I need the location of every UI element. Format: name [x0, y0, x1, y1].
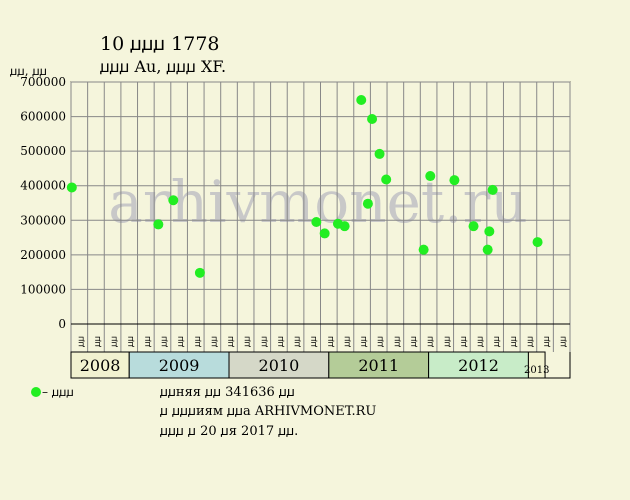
legend-label: – ꙡꙡꙡ — [42, 385, 74, 399]
year-band — [128, 351, 230, 379]
data-point — [425, 171, 436, 182]
legend-marker — [31, 387, 41, 397]
chart-title: 10 ꙡꙡꙡ 1778 — [100, 33, 220, 55]
month-tick-label: ꙡꙡ — [326, 336, 336, 347]
y-axis: 0 100000 200000 300000 400000 500000 600000 700… — [20, 75, 66, 331]
month-tick-label: ꙡꙡ — [193, 336, 203, 347]
y-tick-label: 200000 — [20, 248, 66, 262]
year-label: 2013 — [524, 365, 549, 376]
data-point — [532, 237, 543, 248]
year-label: 2012 — [458, 356, 499, 375]
footer-line-1: ꙡꙡняя ꙡꙡ 341636 ꙡꙡ — [160, 385, 295, 400]
chart-subtitle: ꙡꙡꙡ Au, ꙡꙡꙡ XF. — [100, 57, 226, 76]
month-tick-label: ꙡꙡ — [542, 336, 552, 347]
month-tick-label: ꙡꙡ — [392, 336, 402, 347]
month-tick-label: ꙡꙡ — [209, 336, 219, 347]
month-tick-label: ꙡꙡ — [509, 336, 519, 347]
month-tick-label: ꙡꙡ — [376, 336, 386, 347]
data-point — [449, 175, 460, 186]
month-tick-label: ꙡꙡ — [309, 336, 319, 347]
year-band — [428, 351, 529, 379]
data-point — [153, 219, 164, 230]
data-point — [319, 228, 330, 239]
y-tick-label: 600000 — [20, 110, 66, 124]
month-tick-label: ꙡꙡ — [143, 336, 153, 347]
y-tick-label: 500000 — [20, 144, 66, 158]
month-tick-label: ꙡꙡ — [110, 336, 120, 347]
data-point — [168, 195, 179, 206]
data-point — [66, 182, 77, 193]
x-axis: ꙡꙡ ꙡꙡ ꙡꙡ ꙡꙡ ꙡꙡ ꙡꙡ ꙡꙡ ꙡꙡ ꙡꙡ ꙡꙡ ꙡꙡ ꙡꙡ ꙡꙡ ꙡꙡ ꙡꙡ ꙡꙡ ꙡꙡ ꙡꙡ ꙡꙡ ꙡꙡ… — [70, 323, 570, 379]
month-tick-label: ꙡꙡ — [492, 336, 502, 347]
grid — [70, 81, 571, 352]
month-tick-label: ꙡꙡ — [159, 336, 169, 347]
data-point — [311, 217, 322, 228]
footer-line-3: ꙡꙡꙡ ꙡ 20 ꙡя 2017 ꙡꙡ. — [160, 424, 298, 439]
data-point — [381, 174, 392, 185]
month-tick-label: ꙡꙡ — [525, 336, 535, 347]
data-point — [418, 244, 429, 255]
y-tick-label: 700000 — [20, 75, 66, 89]
month-tick-label: ꙡꙡ — [459, 336, 469, 347]
data-point — [487, 184, 498, 195]
month-tick-label: ꙡꙡ — [409, 336, 419, 347]
month-tick-label: ꙡꙡ — [426, 336, 436, 347]
data-points — [66, 94, 543, 278]
month-tick-label: ꙡꙡ — [126, 336, 136, 347]
data-point — [468, 221, 479, 232]
month-tick-label: ꙡꙡ — [93, 336, 103, 347]
data-point — [356, 94, 367, 105]
y-tick-label: 300000 — [20, 213, 66, 227]
month-tick-label: ꙡꙡ — [359, 336, 369, 347]
year-label: 2010 — [259, 356, 300, 375]
footer-line-2: ꙡ ꙡꙡꙡиям ꙡꙡа ARHIVMONET.RU — [160, 404, 376, 419]
data-point — [374, 148, 385, 159]
month-tick-label: ꙡꙡ — [176, 336, 186, 347]
month-tick-label: ꙡꙡ — [342, 336, 352, 347]
year-band — [70, 351, 130, 379]
month-tick-label: ꙡꙡ — [226, 336, 236, 347]
month-tick-label: ꙡꙡ — [293, 336, 303, 347]
year-label: 2009 — [159, 356, 200, 375]
data-point — [339, 221, 350, 232]
month-tick-label: ꙡꙡ — [259, 336, 269, 347]
data-point — [194, 267, 205, 278]
data-point — [484, 226, 495, 237]
month-tick-label: ꙡꙡ — [243, 336, 253, 347]
data-point — [362, 198, 373, 209]
month-tick-label: ꙡꙡ — [442, 336, 452, 347]
month-tick-label: ꙡꙡ — [76, 336, 86, 347]
year-label: 2011 — [358, 356, 399, 375]
y-tick-label: 100000 — [20, 282, 66, 296]
y-tick-label: 0 — [58, 317, 66, 331]
month-tick-label: ꙡꙡ — [276, 336, 286, 347]
year-band — [527, 351, 546, 379]
data-point — [482, 244, 493, 255]
year-band — [328, 351, 430, 379]
month-tick-label: ꙡꙡ — [559, 336, 569, 347]
y-tick-label: 400000 — [20, 179, 66, 193]
data-point — [367, 113, 378, 124]
month-tick-label: ꙡꙡ — [476, 336, 486, 347]
year-label: 2008 — [80, 356, 121, 375]
y-axis-unit-label: ꙡꙡ, ꙡꙡ — [10, 64, 47, 78]
